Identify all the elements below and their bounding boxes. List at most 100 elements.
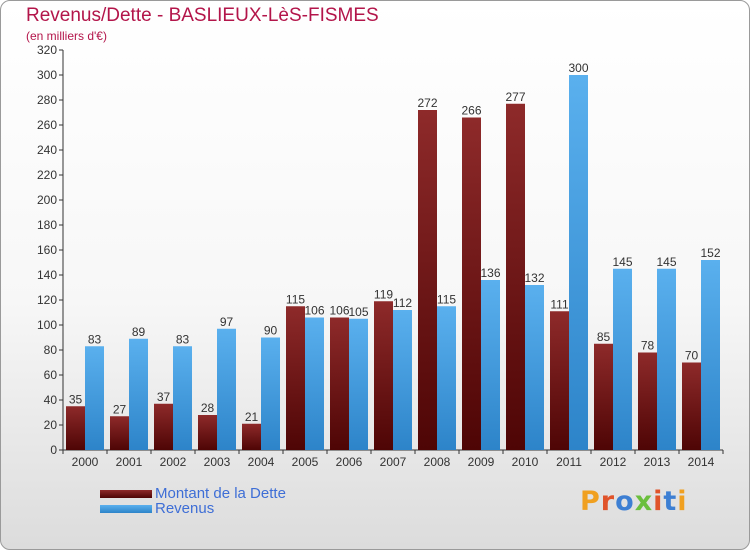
bar-debt: [286, 306, 305, 450]
y-tick-label: 180: [37, 218, 57, 232]
x-tick-label: 2011: [556, 455, 582, 469]
value-label-revenus: 300: [568, 61, 588, 75]
value-label-revenus: 152: [700, 246, 720, 260]
bar-revenus: [217, 328, 236, 450]
value-label-debt: 21: [245, 410, 259, 424]
bar-revenus: [173, 346, 192, 450]
logo-letter: i: [653, 486, 664, 517]
value-label-debt: 111: [550, 297, 569, 311]
logo-letter: r: [600, 486, 616, 517]
bar-revenus: [349, 318, 368, 450]
value-label-debt: 28: [201, 401, 215, 415]
bar-debt: [66, 406, 85, 450]
legend-label-debt: Montant de la Dette: [155, 485, 286, 502]
value-label-revenus: 115: [437, 292, 456, 306]
y-tick-label: 160: [37, 243, 57, 257]
logo-letter: x: [634, 486, 654, 517]
value-label-debt: 115: [286, 292, 305, 306]
y-tick-label: 280: [37, 93, 57, 107]
value-label-debt: 35: [69, 392, 83, 406]
x-tick-label: 2003: [204, 455, 231, 469]
x-tick-label: 2008: [424, 455, 451, 469]
value-label-revenus: 105: [348, 305, 368, 319]
bar-debt: [418, 110, 437, 450]
y-tick-label: 120: [37, 293, 57, 307]
y-tick-label: 40: [44, 393, 58, 407]
y-tick-label: 140: [37, 268, 57, 282]
x-tick-label: 2005: [292, 455, 319, 469]
value-label-debt: 272: [417, 96, 437, 110]
value-label-debt: 277: [505, 90, 525, 104]
bar-revenus: [657, 268, 676, 450]
legend-swatch-revenus: [100, 505, 152, 513]
y-axis: 0 20 40 60 80 100 120 140 160 180 200 220 240 260 280 3…: [37, 43, 64, 457]
value-label-debt: 78: [641, 339, 655, 353]
value-labels-group: 3527372821115106119272266277111857870838…: [69, 61, 721, 424]
logo-letter: P: [580, 486, 601, 517]
bar-revenus: [613, 268, 632, 450]
bar-debt: [110, 416, 129, 450]
value-label-debt: 106: [329, 304, 349, 318]
x-tick-label: 2001: [116, 455, 143, 469]
bar-debt: [198, 415, 217, 450]
bar-debt: [374, 301, 393, 450]
logo-letter: t: [663, 486, 678, 517]
y-tick-label: 0: [50, 443, 57, 457]
value-label-debt: 70: [685, 349, 699, 363]
x-tick-label: 2004: [248, 455, 275, 469]
value-label-revenus: 89: [132, 325, 146, 339]
y-tick-label: 300: [37, 68, 57, 82]
bar-debt: [638, 352, 657, 450]
y-tick-label: 200: [37, 193, 57, 207]
value-label-revenus: 97: [220, 315, 234, 329]
bar-revenus: [437, 306, 456, 450]
bar-revenus: [261, 337, 280, 450]
value-label-revenus: 106: [304, 304, 324, 318]
value-label-revenus: 145: [612, 255, 632, 269]
value-label-debt: 119: [374, 287, 393, 301]
value-label-debt: 266: [461, 104, 481, 118]
bar-revenus: [85, 346, 104, 450]
value-label-revenus: 83: [88, 332, 102, 346]
x-tick-label: 2010: [512, 455, 539, 469]
bar-revenus: [481, 280, 500, 450]
y-tick-label: 80: [44, 343, 58, 357]
value-label-revenus: 83: [176, 332, 190, 346]
bar-revenus: [701, 260, 720, 450]
bar-debt: [462, 117, 481, 450]
chart-subtitle: (en milliers d'€): [26, 29, 107, 43]
x-tick-label: 2013: [644, 455, 671, 469]
y-tick-label: 100: [37, 318, 57, 332]
bar-debt: [242, 423, 261, 450]
proxiti-logo: Proxiti: [580, 486, 688, 517]
logo-letter: i: [677, 486, 688, 517]
bar-revenus: [525, 285, 544, 450]
legend-label-revenus: Revenus: [155, 500, 215, 517]
value-label-debt: 37: [157, 390, 171, 404]
y-tick-label: 320: [37, 43, 57, 57]
y-tick-label: 240: [37, 143, 57, 157]
logo-letter: o: [615, 486, 635, 517]
legend-swatch-debt: [100, 490, 152, 498]
bar-debt: [550, 311, 569, 450]
bar-revenus: [129, 338, 148, 450]
x-tick-label: 2012: [600, 455, 627, 469]
x-tick-label: 2007: [380, 455, 407, 469]
bar-debt: [154, 403, 173, 450]
y-tick-label: 20: [44, 418, 58, 432]
chart-title: Revenus/Dette - BASLIEUX-LèS-FISMES: [26, 5, 379, 26]
x-tick-label: 2014: [688, 455, 715, 469]
value-label-debt: 27: [113, 402, 127, 416]
x-tick-label: 2000: [72, 455, 99, 469]
value-label-revenus: 90: [264, 324, 278, 338]
value-label-revenus: 112: [393, 296, 412, 310]
bars-group: [66, 75, 720, 450]
value-label-debt: 85: [597, 330, 611, 344]
value-label-revenus: 132: [524, 271, 544, 285]
x-tick-label: 2006: [336, 455, 363, 469]
x-axis: 2000 2001 2002 2003 2004 2005 2006 2007 2008 2009…: [62, 449, 724, 469]
bar-debt: [330, 317, 349, 450]
y-tick-label: 60: [44, 368, 58, 382]
bar-revenus: [305, 317, 324, 450]
